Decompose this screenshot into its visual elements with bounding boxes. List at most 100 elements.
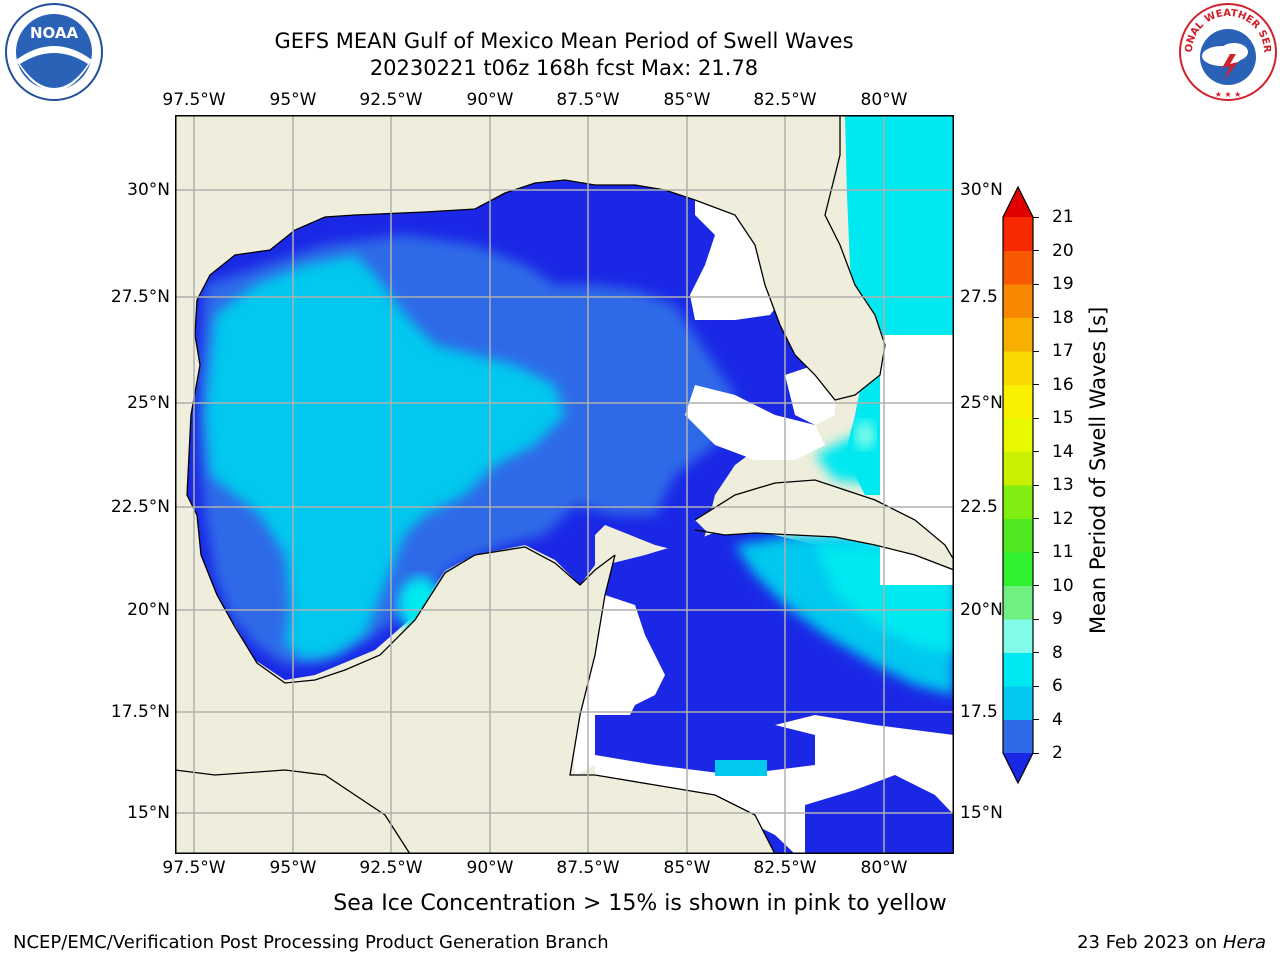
lon-tick-top: 97.5°W <box>162 90 226 110</box>
footer-branch: NCEP/EMC/Verification Post Processing Pr… <box>13 932 609 953</box>
colorbar-swatch <box>1003 217 1033 251</box>
lon-tick-bottom: 82.5°W <box>753 858 817 878</box>
colorbar-label: Mean Period of Swell Waves [s] <box>1086 306 1110 634</box>
lon-tick-top: 85°W <box>663 90 711 110</box>
colorbar-tick: 8 <box>1052 642 1063 663</box>
colorbar-tick: 11 <box>1052 542 1074 562</box>
colorbar-swatch <box>1003 351 1033 385</box>
lon-tick-top: 80°W <box>860 90 908 110</box>
colorbar-swatch <box>1003 418 1033 452</box>
lon-tick-top: 87.5°W <box>556 90 620 110</box>
colorbar-tick-mark <box>1033 283 1039 285</box>
colorbar-tick-mark <box>1033 350 1039 352</box>
colorbar-tick: 2 <box>1052 743 1063 763</box>
chart-subtitle: 20230221 t06z 168h fcst Max: 21.78 <box>369 56 759 80</box>
colorbar-swatch <box>1003 451 1033 486</box>
lat-tick-right: 15°N <box>960 803 1003 823</box>
colorbar-swatch <box>1003 552 1033 586</box>
colorbar-tick-mark <box>1033 618 1039 620</box>
land-us-gulf-coast <box>175 115 885 455</box>
lat-tick-right: 17.5 <box>960 702 998 722</box>
lon-tick-bottom: 97.5°W <box>162 858 226 878</box>
colorbar-extend-min <box>1003 753 1033 783</box>
colorbar-tick-mark <box>1033 585 1039 586</box>
colorbar-swatch <box>1003 585 1033 620</box>
colorbar-tick: 12 <box>1052 508 1074 529</box>
lat-tick-left: 20°N <box>127 600 170 620</box>
colorbar-swatch <box>1003 485 1033 519</box>
footer-host: Hera <box>1222 932 1266 953</box>
graticule <box>175 115 954 854</box>
lon-tick-top: 82.5°W <box>753 90 817 110</box>
lon-tick-bottom: 90°W <box>466 858 514 878</box>
noaa-logo-text: NOAA <box>30 24 79 42</box>
svg-text:★ ★ ★: ★ ★ ★ <box>1215 90 1242 99</box>
footer-date-text: 23 Feb 2023 on <box>1077 932 1223 953</box>
lat-tick-left: 25°N <box>127 393 170 413</box>
lon-tick-bottom: 80°W <box>860 858 908 878</box>
land-cuba <box>695 480 954 570</box>
colorbar-tick: 10 <box>1052 575 1074 596</box>
contour-cyan <box>205 255 565 660</box>
lon-tick-bottom: 95°W <box>269 858 317 878</box>
lat-tick-left: 30°N <box>127 180 170 200</box>
colorbar-tick: 16 <box>1052 374 1074 395</box>
colorbar-tick-mark <box>1033 719 1039 720</box>
colorbar-tick-mark <box>1033 551 1039 553</box>
lon-tick-bottom: 85°W <box>663 858 711 878</box>
land-mexico <box>175 445 615 854</box>
colorbar-tick-mark <box>1033 752 1039 754</box>
colorbar-extend-max <box>1003 187 1033 217</box>
colorbar <box>1002 185 1034 785</box>
lat-tick-right: 27.5 <box>960 287 998 307</box>
lon-tick-top: 90°W <box>466 90 514 110</box>
colorbar-tick-mark <box>1033 384 1039 385</box>
colorbar-tick: 20 <box>1052 240 1074 261</box>
colorbar-swatch <box>1003 652 1033 687</box>
colorbar-tick: 4 <box>1052 709 1063 730</box>
colorbar-tick: 17 <box>1052 341 1074 361</box>
lat-tick-right: 22.5 <box>960 497 998 517</box>
colorbar-tick-mark <box>1033 250 1039 251</box>
lat-tick-right: 25°N <box>960 393 1003 413</box>
colorbar-tick: 15 <box>1052 408 1074 428</box>
noaa-logo-icon: NOAA <box>5 3 103 101</box>
colorbar-tick-mark <box>1033 451 1039 452</box>
coastlines <box>175 115 954 854</box>
colorbar-swatch <box>1003 686 1033 720</box>
land-central-america <box>535 775 775 854</box>
colorbar-tick: 14 <box>1052 441 1074 462</box>
colorbar-tick: 13 <box>1052 475 1074 495</box>
colorbar-swatch <box>1003 384 1033 419</box>
lon-tick-bottom: 87.5°W <box>556 858 620 878</box>
colorbar-tick-mark <box>1033 216 1039 218</box>
lat-tick-right: 30°N <box>960 180 1003 200</box>
colorbar-swatch <box>1003 317 1033 352</box>
colorbar-tick-mark <box>1033 685 1039 687</box>
lat-tick-left: 27.5°N <box>110 287 170 307</box>
contour-honduras-deep <box>805 775 954 854</box>
contour-straits-green <box>855 421 875 449</box>
nws-logo-icon: NATIONAL WEATHER SERVICE ★ ★ ★ <box>1178 2 1277 101</box>
sea-ice-caption: Sea Ice Concentration > 15% is shown in … <box>333 891 947 916</box>
colorbar-tick: 18 <box>1052 307 1074 328</box>
lat-tick-left: 15°N <box>127 803 170 823</box>
map-frame <box>175 115 954 854</box>
colorbar-swatch <box>1003 284 1033 318</box>
contour-bay-islands <box>715 760 767 776</box>
colorbar-tick-mark <box>1033 484 1039 486</box>
lat-tick-left: 22.5°N <box>110 497 170 517</box>
colorbar-tick: 6 <box>1052 676 1063 696</box>
lon-tick-top: 92.5°W <box>359 90 423 110</box>
colorbar-swatch <box>1003 619 1033 653</box>
colorbar-swatch <box>1003 719 1033 754</box>
colorbar-tick-mark <box>1033 317 1039 318</box>
chart-title: GEFS MEAN Gulf of Mexico Mean Period of … <box>274 29 854 53</box>
colorbar-tick: 21 <box>1052 207 1074 227</box>
colorbar-tick: 19 <box>1052 274 1074 294</box>
colorbar-tick: 9 <box>1052 609 1063 629</box>
lon-tick-top: 95°W <box>269 90 317 110</box>
map-plot-area <box>175 115 954 854</box>
colorbar-tick-mark <box>1033 518 1039 519</box>
colorbar-tick-mark <box>1033 652 1039 653</box>
